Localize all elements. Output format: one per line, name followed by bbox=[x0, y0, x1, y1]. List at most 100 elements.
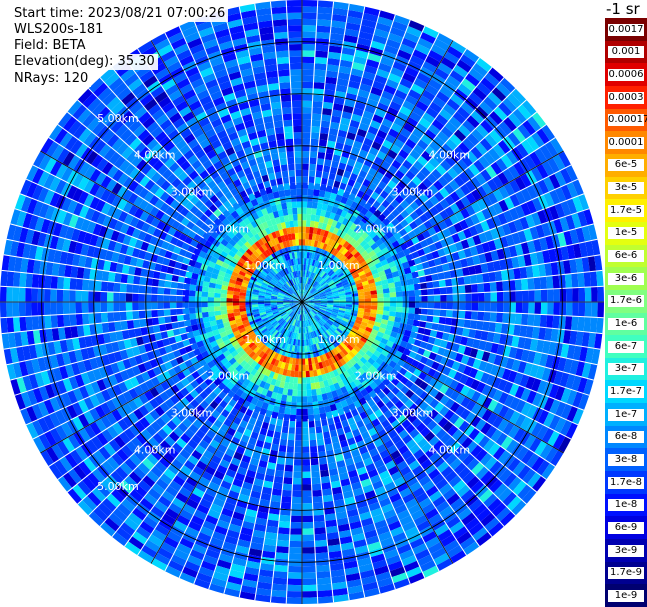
heatmap-cell bbox=[382, 310, 390, 316]
heatmap-cell bbox=[421, 334, 430, 343]
heatmap-cell bbox=[404, 169, 416, 181]
heatmap-cell bbox=[452, 525, 469, 540]
heatmap-cell bbox=[413, 313, 421, 321]
heatmap-cell bbox=[502, 168, 515, 183]
heatmap-cell bbox=[188, 290, 196, 297]
heatmap-cell bbox=[368, 205, 378, 214]
heatmap-cell bbox=[314, 315, 320, 321]
heatmap-cell bbox=[358, 304, 365, 309]
heatmap-cell bbox=[308, 302, 315, 305]
heatmap-cell bbox=[316, 276, 322, 283]
heatmap-cell bbox=[314, 533, 327, 541]
heatmap-cell bbox=[330, 284, 337, 290]
heatmap-cell bbox=[443, 183, 455, 195]
heatmap-cell bbox=[440, 448, 454, 461]
heatmap-cell bbox=[462, 227, 473, 239]
heatmap-cell bbox=[296, 396, 302, 403]
heatmap-cell bbox=[316, 286, 323, 291]
heatmap-cell bbox=[502, 421, 515, 436]
heatmap-cell bbox=[308, 286, 314, 292]
heatmap-cell bbox=[370, 342, 379, 350]
heatmap-cell bbox=[302, 572, 317, 579]
heatmap-cell bbox=[429, 266, 438, 275]
heatmap-cell bbox=[581, 362, 592, 379]
heatmap-cell bbox=[445, 309, 453, 318]
heatmap-cell bbox=[484, 292, 491, 302]
heatmap-cell bbox=[339, 297, 346, 301]
heatmap-cell bbox=[313, 323, 318, 331]
heatmap-cell bbox=[420, 314, 428, 322]
heatmap-cell bbox=[534, 302, 542, 315]
heatmap-cell bbox=[330, 272, 337, 279]
heatmap-cell bbox=[302, 132, 311, 139]
heatmap-cell bbox=[500, 269, 509, 281]
heatmap-cell bbox=[207, 297, 215, 302]
heatmap-cell bbox=[306, 292, 311, 298]
heatmap-cell bbox=[314, 297, 321, 300]
heatmap-cell bbox=[315, 552, 329, 560]
heatmap-cell bbox=[405, 116, 419, 128]
heatmap-cell bbox=[306, 207, 312, 215]
heatmap-cell bbox=[356, 37, 373, 47]
heatmap-cell bbox=[379, 274, 388, 281]
heatmap-cell bbox=[294, 446, 302, 453]
heatmap-cell bbox=[413, 514, 428, 527]
heatmap-cell bbox=[302, 364, 306, 372]
heatmap-cell bbox=[541, 160, 555, 177]
heatmap-cell bbox=[309, 445, 318, 453]
heatmap-cell bbox=[302, 565, 317, 573]
heatmap-cell bbox=[405, 154, 417, 166]
heatmap-cell bbox=[338, 246, 346, 254]
heatmap-cell bbox=[420, 150, 433, 162]
heatmap-cell bbox=[310, 132, 320, 140]
heatmap-cell bbox=[360, 277, 368, 283]
heatmap-cell bbox=[444, 397, 456, 410]
heatmap-cell bbox=[470, 201, 482, 214]
heatmap-cell bbox=[302, 358, 306, 365]
heatmap-cell bbox=[434, 191, 445, 203]
heatmap-cell bbox=[526, 350, 536, 364]
heatmap-cell bbox=[517, 360, 527, 374]
heatmap-cell bbox=[453, 146, 466, 159]
heatmap-cell bbox=[485, 165, 498, 179]
heatmap-cell bbox=[353, 362, 361, 371]
heatmap-cell bbox=[345, 243, 353, 251]
heatmap-cell bbox=[439, 383, 450, 395]
heatmap-cell bbox=[456, 106, 471, 120]
heatmap-cell bbox=[453, 222, 463, 233]
heatmap-cell bbox=[433, 287, 441, 296]
heatmap-cell bbox=[484, 456, 498, 471]
heatmap-cell bbox=[417, 269, 426, 278]
heatmap-cell bbox=[394, 154, 406, 165]
heatmap-cell bbox=[139, 276, 147, 286]
heatmap-cell bbox=[360, 250, 369, 258]
heatmap-cell bbox=[378, 341, 387, 350]
heatmap-cell bbox=[481, 408, 493, 422]
heatmap-cell bbox=[372, 325, 380, 332]
heatmap-cell bbox=[270, 596, 287, 604]
heatmap-cell bbox=[12, 302, 20, 318]
heatmap-cell bbox=[327, 51, 342, 60]
heatmap-cell bbox=[436, 32, 453, 46]
heatmap-cell bbox=[343, 363, 351, 371]
heatmap-cell bbox=[414, 307, 422, 315]
heatmap-cell bbox=[401, 335, 410, 343]
heatmap-cell bbox=[302, 383, 307, 391]
heatmap-cell bbox=[337, 253, 345, 260]
heatmap-cell bbox=[439, 85, 454, 99]
heatmap-cell bbox=[308, 298, 315, 301]
heatmap-cell bbox=[317, 328, 323, 335]
heatmap-cell bbox=[520, 401, 532, 417]
heatmap-cell bbox=[412, 486, 426, 499]
heatmap-cell bbox=[322, 265, 328, 272]
heatmap-cell bbox=[344, 250, 351, 258]
heatmap-cell bbox=[409, 54, 425, 67]
heatmap-cell bbox=[311, 272, 315, 280]
heatmap-cell bbox=[318, 309, 325, 314]
heatmap-cell bbox=[572, 407, 584, 425]
heatmap-cell bbox=[472, 234, 482, 246]
heatmap-cell bbox=[346, 262, 353, 269]
heatmap-cell bbox=[408, 307, 416, 314]
heatmap-cell bbox=[332, 227, 340, 235]
heatmap-cell bbox=[406, 278, 414, 286]
